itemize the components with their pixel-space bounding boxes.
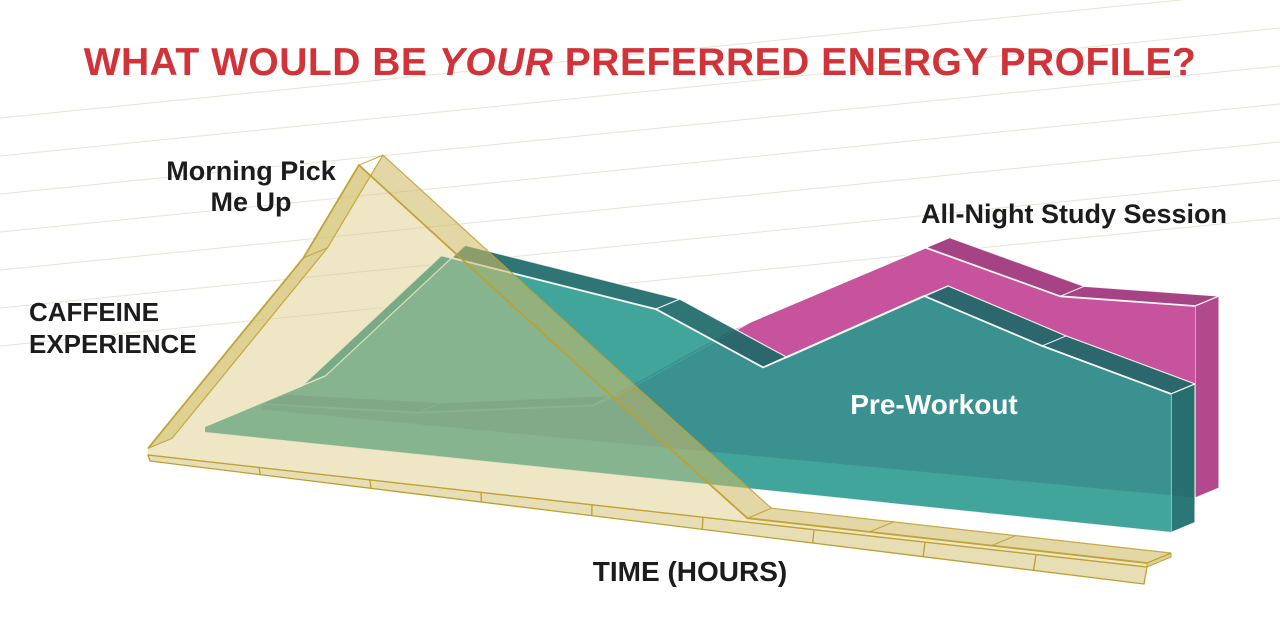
title-pre: WHAT WOULD BE [83, 41, 439, 84]
ribbon-all-night-study-session-end-cap [1194, 295, 1220, 499]
ribbon-morning-pick-me-up-back-edge [171, 154, 1172, 554]
ribbon-morning-pick-me-up-divider [747, 507, 772, 519]
y-axis-label-line1: CAFFEINE [29, 297, 159, 327]
ribbon-morning-pick-me-up-divider [1146, 552, 1172, 564]
x-axis-label: TIME (HOURS) [592, 556, 788, 587]
page-title: WHAT WOULD BE YOUR PREFERRED ENERGY PROF… [0, 41, 1280, 85]
ribbon-all-night-study-session-divider [1060, 285, 1085, 297]
ribbon-pre-workout-divider [1170, 383, 1196, 395]
ribbon-morning-pick-me-up-front-edge [147, 164, 1148, 564]
ribbon-pre-workout-baseline [204, 431, 1172, 534]
series-label-pre-workout: Pre-Workout [850, 389, 1018, 420]
ribbon-morning-pick-me-up-front [148, 165, 1147, 567]
x-axis-tick [701, 517, 704, 530]
ribbon-pre-workout-end-cap [1170, 383, 1196, 534]
back-wall-gridline [0, 65, 1280, 195]
back-wall-gridline [0, 179, 1280, 309]
ribbon-pre-workout-divider [301, 375, 326, 387]
title-post: PREFERRED ENERGY PROFILE? [553, 41, 1197, 84]
y-axis-label-line2: EXPERIENCE [29, 329, 197, 359]
x-axis-tick [1032, 554, 1037, 571]
series-label-morning-pick-me-up: Morning Pick Me Up [151, 156, 351, 218]
ribbon-all-night-study-session-divider [925, 237, 950, 249]
y-axis-label: CAFFEINE EXPERIENCE [29, 296, 197, 360]
ribbon-morning-pick-me-up-divider [869, 521, 894, 533]
ribbon-morning-pick-me-up-baseline [147, 454, 1148, 568]
x-axis-tick [922, 542, 926, 557]
back-wall-gridline [0, 141, 1280, 271]
back-wall-gridline [0, 0, 1186, 119]
x-axis-tick [258, 467, 262, 475]
ribbon-pre-workout-top [205, 245, 1195, 427]
ribbon-morning-pick-me-up-divider [613, 387, 639, 399]
title-emphasis: YOUR [438, 41, 554, 84]
ribbon-morning-pick-me-up-divider [147, 437, 173, 449]
x-axis-tick [812, 529, 815, 544]
ribbon-pre-workout-divider [1041, 335, 1067, 347]
x-axis-tick [369, 479, 372, 489]
ribbon-morning-pick-me-up-divider [991, 535, 1016, 547]
ribbon-morning-pick-me-up-divider [303, 247, 328, 259]
ribbon-pre-workout-front [205, 255, 1171, 533]
series-label-morning-line1: Morning Pick [166, 156, 336, 186]
ribbon-pre-workout-back-edge [228, 244, 1196, 417]
back-wall-gridline [0, 103, 1280, 233]
ribbon-pre-workout-front-edge [204, 254, 1172, 428]
series-label-all-night-study-session: All-Night Study Session [920, 199, 1228, 229]
ribbon-all-night-study-session-divider [1194, 295, 1220, 307]
series-label-morning-line2: Me Up [210, 187, 292, 217]
ribbon-morning-pick-me-up-divider [358, 154, 384, 166]
ribbon-pre-workout-divider [655, 298, 681, 310]
ribbon-pre-workout-divider [923, 285, 949, 297]
back-wall-gridline [0, 217, 1280, 347]
back-wall-gridline [0, 27, 1280, 157]
